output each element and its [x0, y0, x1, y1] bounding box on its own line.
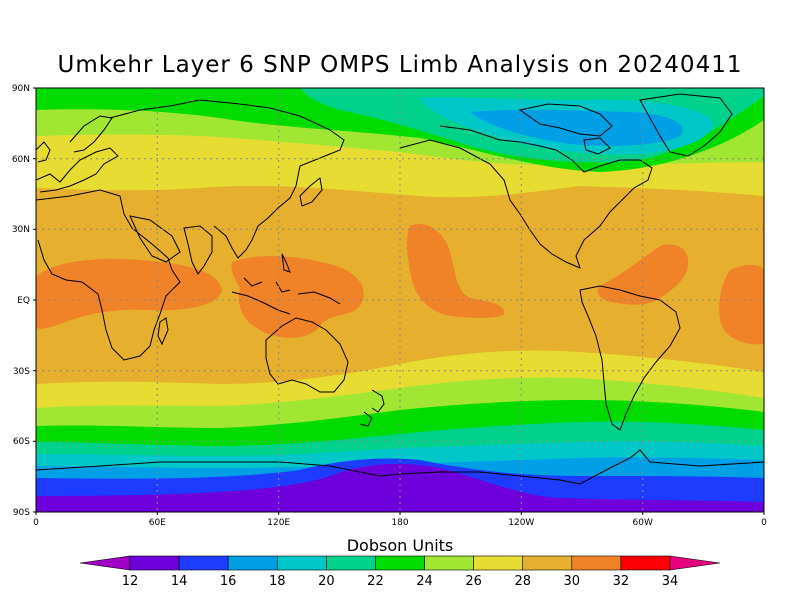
- colorbar-tick-label: 18: [269, 574, 286, 589]
- lat-label-60n: 60N: [12, 155, 30, 165]
- coast-japan: [299, 177, 323, 207]
- colorbar-segment: [522, 555, 573, 571]
- colorbar-segment: [227, 555, 278, 571]
- lat-ticks: [33, 87, 36, 513]
- colorbar-tick-label: 12: [122, 574, 139, 589]
- colorbar-segment: [178, 555, 229, 571]
- colorbar-tick-label: 26: [465, 574, 482, 589]
- coast-antarctica: [36, 449, 764, 485]
- colorbar-segment: [571, 555, 622, 571]
- colorbar-segment: [276, 555, 327, 571]
- coast-madagascar: [157, 317, 169, 346]
- coastlines: [36, 93, 764, 485]
- lat-label-90n: 90N: [12, 84, 30, 94]
- colorbar-segment: [620, 555, 671, 571]
- coast-asia-north: [109, 99, 345, 259]
- gridlines: [36, 88, 764, 512]
- lat-label-60s: 60S: [13, 437, 30, 447]
- colorbar-tick-label: 24: [416, 574, 433, 589]
- lat-label-30s: 30S: [13, 367, 30, 377]
- colorbar-low-arrow: [79, 555, 131, 571]
- lon-label-0-right: 0: [761, 518, 767, 528]
- lon-label-180: 180: [391, 518, 408, 528]
- colorbar-tick-label: 30: [564, 574, 581, 589]
- max-central-pacific: [406, 224, 505, 318]
- band-16-18-north: [470, 109, 683, 146]
- lon-ticks: [35, 512, 765, 515]
- colorbar-tick-label: 22: [367, 574, 384, 589]
- colorbar-tick-label: 28: [514, 574, 531, 589]
- coast-philippines: [281, 253, 291, 273]
- coast-uk: [36, 141, 51, 163]
- colorbar-segment: [473, 555, 524, 571]
- coast-africa: [36, 189, 181, 361]
- colorbar-high-arrow: [669, 555, 721, 571]
- lat-label-eq: EQ: [17, 296, 30, 306]
- colorbar-tick-label: 32: [613, 574, 630, 589]
- coast-australia: [265, 317, 349, 393]
- coast-south-america: [579, 285, 681, 431]
- chart-title: Umkehr Layer 6 SNP OMPS Limb Analysis on…: [57, 52, 743, 78]
- colorbar-segment: [375, 555, 425, 571]
- colorbar-tick-label: 34: [662, 574, 679, 589]
- colorbar-segment: [326, 555, 376, 571]
- colorbar-segment: [424, 555, 474, 571]
- max-west-pacific: [231, 256, 364, 338]
- coast-europe: [36, 147, 119, 193]
- coast-arctic-islands: [518, 103, 613, 155]
- colorbar: 12 14 16 18 20 22 24 26 28 30 32 34: [79, 555, 721, 589]
- band-12-14-south: [36, 463, 764, 512]
- lat-label-90s: 90S: [13, 508, 30, 518]
- coast-scandinavia: [69, 115, 113, 153]
- coast-arabia: [129, 215, 181, 263]
- lon-label-0-left: 0: [33, 518, 39, 528]
- colorbar-tick-label: 14: [171, 574, 188, 589]
- lon-label-120e: 120E: [267, 518, 290, 528]
- lat-label-30n: 30N: [12, 225, 30, 235]
- coast-greenland: [639, 93, 733, 157]
- colorbar-title: Dobson Units: [346, 536, 454, 555]
- colorbar-tick-label: 20: [318, 574, 335, 589]
- max-east-atlantic: [719, 264, 764, 345]
- lon-label-120w: 120W: [508, 518, 534, 528]
- lon-label-60e: 60E: [149, 518, 166, 528]
- colorbar-segment: [129, 555, 180, 571]
- lon-label-60w: 60W: [633, 518, 653, 528]
- max-africa-indian: [36, 258, 222, 329]
- coast-new-zealand: [359, 389, 385, 427]
- coast-north-america: [399, 125, 653, 269]
- coast-indonesia: [231, 277, 341, 315]
- colorbar-tick-label: 16: [220, 574, 237, 589]
